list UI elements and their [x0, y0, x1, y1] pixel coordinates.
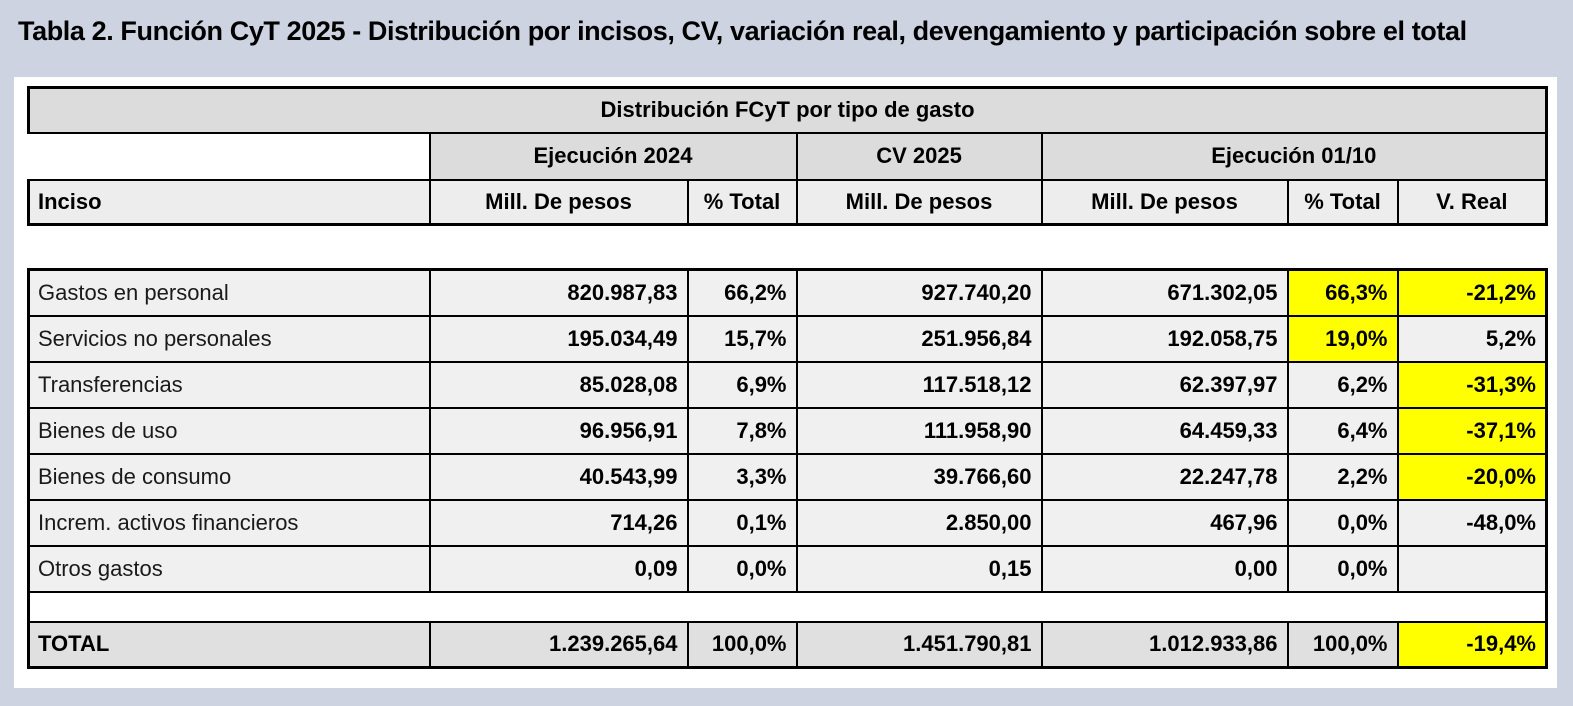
table-row: Bienes de consumo 40.543,99 3,3% 39.766,… — [27, 452, 1548, 501]
cell-v-real: -48,0% — [1396, 498, 1548, 547]
group-header-row: Ejecución 2024 CV 2025 Ejecución 01/10 — [29, 131, 1549, 181]
cell-ej0110-pct: 6,4% — [1286, 406, 1399, 455]
cell-ej0110-pesos: 671.302,05 — [1040, 268, 1289, 317]
cell-ej2024-pesos: 40.543,99 — [428, 452, 689, 501]
cell-ej0110-pct-highlighted: 19,0% — [1286, 314, 1399, 363]
group-header-cv-2025: CV 2025 — [795, 131, 1043, 181]
cell-cv2025-pesos: 0,15 — [795, 544, 1043, 593]
cell-ej2024-pct: 6,9% — [686, 360, 798, 409]
cell-ej2024-pesos: 85.028,08 — [428, 360, 689, 409]
cell-ej2024-pesos: 820.987,83 — [428, 268, 689, 317]
column-header-cv2025-pesos: Mill. De pesos — [795, 178, 1043, 226]
cell-ej2024-pesos: 0,09 — [428, 544, 689, 593]
total-ej2024-pesos: 1.239.265,64 — [428, 620, 689, 669]
row-label: Gastos en personal — [27, 268, 431, 317]
total-label: TOTAL — [27, 620, 431, 669]
empty-corner-cell — [29, 133, 430, 180]
cell-ej0110-pesos: 192.058,75 — [1040, 314, 1289, 363]
cell-ej0110-pct: 0,0% — [1286, 498, 1399, 547]
table-row: Servicios no personales 195.034,49 15,7%… — [27, 314, 1548, 363]
total-cv2025-pesos: 1.451.790,81 — [795, 620, 1043, 669]
column-header-ej0110-pesos: Mill. De pesos — [1040, 178, 1289, 226]
table-row: Bienes de uso 96.956,91 7,8% 111.958,90 … — [27, 406, 1548, 455]
table-caption-row: Distribución FCyT por tipo de gasto — [26, 86, 1549, 134]
cell-cv2025-pesos: 927.740,20 — [795, 268, 1043, 317]
column-header-ej2024-pct: % Total — [686, 178, 798, 226]
cell-v-real-empty — [1396, 544, 1548, 593]
total-ej2024-pct: 100,0% — [686, 620, 798, 669]
spacer-cell — [27, 591, 1548, 622]
page-title: Tabla 2. Función CyT 2025 - Distribución… — [18, 16, 1467, 46]
cell-ej0110-pct: 0,0% — [1286, 544, 1399, 593]
cell-ej2024-pct: 15,7% — [686, 314, 798, 363]
cell-ej2024-pesos: 714,26 — [428, 498, 689, 547]
cell-ej2024-pct: 0,1% — [686, 498, 798, 547]
cell-ej0110-pesos: 62.397,97 — [1040, 360, 1289, 409]
total-ej0110-pesos: 1.012.933,86 — [1040, 620, 1289, 669]
row-label: Bienes de consumo — [27, 452, 431, 501]
cell-v-real-highlighted: -21,2% — [1396, 268, 1548, 317]
row-label: Increm. activos financieros — [27, 498, 431, 547]
total-v-real-highlighted: -19,4% — [1396, 620, 1548, 669]
column-header-ej2024-pesos: Mill. De pesos — [428, 178, 689, 226]
table-panel: Distribución FCyT por tipo de gasto Ejec… — [14, 77, 1557, 688]
table-caption: Distribución FCyT por tipo de gasto — [26, 86, 1549, 134]
row-label: Transferencias — [27, 360, 431, 409]
total-ej0110-pct: 100,0% — [1286, 620, 1399, 669]
cell-cv2025-pesos: 39.766,60 — [795, 452, 1043, 501]
cell-v-real-highlighted: -37,1% — [1396, 406, 1548, 455]
cell-ej0110-pct-highlighted: 66,3% — [1286, 268, 1399, 317]
cell-v-real-highlighted: -31,3% — [1396, 360, 1548, 409]
cell-ej0110-pesos: 22.247,78 — [1040, 452, 1289, 501]
cell-ej0110-pesos: 64.459,33 — [1040, 406, 1289, 455]
table-row: Transferencias 85.028,08 6,9% 117.518,12… — [27, 360, 1548, 409]
cell-ej2024-pesos: 96.956,91 — [428, 406, 689, 455]
cell-ej2024-pct: 66,2% — [686, 268, 798, 317]
cell-ej0110-pct: 6,2% — [1286, 360, 1399, 409]
column-header-v-real: V. Real — [1396, 178, 1549, 226]
table-row: Increm. activos financieros 714,26 0,1% … — [27, 498, 1548, 547]
spacer-row — [27, 591, 1548, 622]
cell-cv2025-pesos: 111.958,90 — [795, 406, 1043, 455]
cell-v-real: 5,2% — [1396, 314, 1548, 363]
column-header-inciso: Inciso — [27, 178, 431, 226]
table-data-block: Gastos en personal 820.987,83 66,2% 927.… — [27, 268, 1548, 669]
row-label: Servicios no personales — [27, 314, 431, 363]
group-header-ejecucion-0110: Ejecución 01/10 — [1040, 131, 1549, 181]
group-header-ejecucion-2024: Ejecución 2024 — [428, 131, 798, 181]
cell-ej0110-pct: 2,2% — [1286, 452, 1399, 501]
cell-cv2025-pesos: 2.850,00 — [795, 498, 1043, 547]
cell-ej2024-pct: 3,3% — [686, 452, 798, 501]
column-header-ej0110-pct: % Total — [1286, 178, 1399, 226]
row-label: Bienes de uso — [27, 406, 431, 455]
cell-v-real-highlighted: -20,0% — [1396, 452, 1548, 501]
cell-cv2025-pesos: 251.956,84 — [795, 314, 1043, 363]
cell-ej2024-pct: 7,8% — [686, 406, 798, 455]
cell-ej0110-pesos: 467,96 — [1040, 498, 1289, 547]
total-row: TOTAL 1.239.265,64 100,0% 1.451.790,81 1… — [27, 620, 1548, 669]
cell-ej2024-pct: 0,0% — [686, 544, 798, 593]
column-header-row: Inciso Mill. De pesos % Total Mill. De p… — [27, 178, 1549, 226]
cell-ej0110-pesos: 0,00 — [1040, 544, 1289, 593]
cell-ej2024-pesos: 195.034,49 — [428, 314, 689, 363]
table-row: Gastos en personal 820.987,83 66,2% 927.… — [27, 268, 1548, 317]
row-label: Otros gastos — [27, 544, 431, 593]
table-row: Otros gastos 0,09 0,0% 0,15 0,00 0,0% — [27, 544, 1548, 593]
table-header-block: Distribución FCyT por tipo de gasto Ejec… — [26, 86, 1549, 226]
cell-cv2025-pesos: 117.518,12 — [795, 360, 1043, 409]
